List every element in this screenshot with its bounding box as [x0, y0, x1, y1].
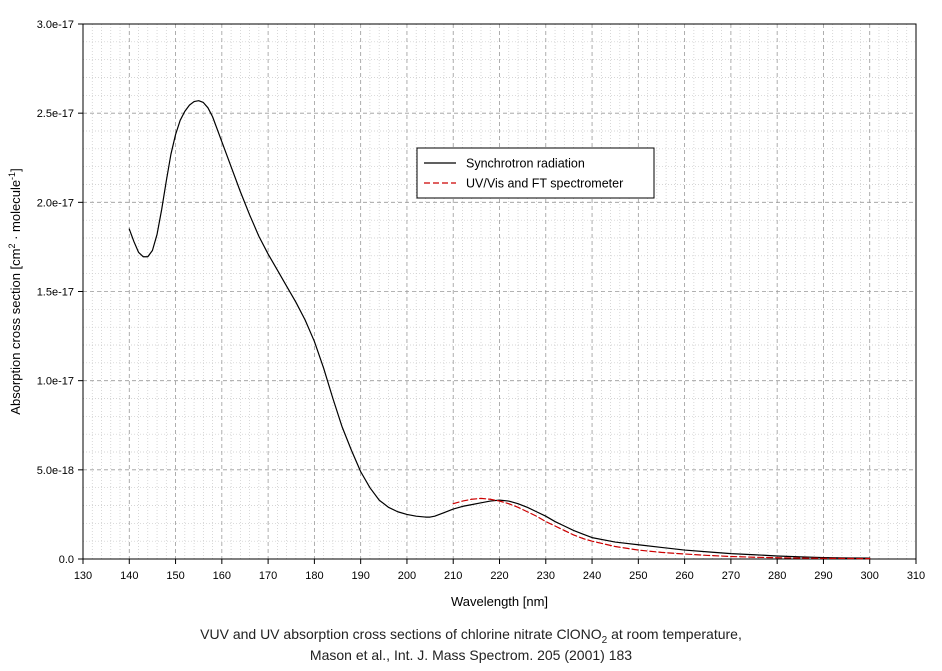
x-tick-label: 230 — [537, 570, 555, 582]
series-layer — [128, 100, 871, 560]
legend-label-synchrotron: Synchrotron radiation — [466, 157, 585, 171]
legend-box — [416, 147, 655, 199]
y-tick-label: 0.0 — [59, 554, 74, 566]
x-tick-label: 170 — [259, 570, 277, 582]
x-tick-label: 290 — [814, 570, 832, 582]
y-tick-label: 5.0e-18 — [37, 465, 74, 477]
x-axis: 130 140 150 160 170 180 190 200 210 220 230 240 250 2… — [74, 559, 925, 582]
legend-label-uvvis: UV/Vis and FT spectrometer — [466, 177, 623, 191]
x-tick-label: 280 — [768, 570, 786, 582]
x-tick-label: 260 — [675, 570, 693, 582]
y-axis-title: Absorption cross section [cm2 · molecule… — [7, 168, 23, 414]
x-tick-label: 130 — [74, 570, 92, 582]
x-tick-label: 160 — [213, 570, 231, 582]
series-line-synchrotron — [128, 100, 871, 559]
x-tick-label: 140 — [120, 570, 138, 582]
x-axis-title: Wavelength [nm] — [451, 594, 548, 609]
x-tick-label: 190 — [351, 570, 369, 582]
x-tick-label: 300 — [861, 570, 879, 582]
major-grid — [83, 24, 916, 559]
legend: Synchrotron radiation UV/Vis and FT spec… — [416, 147, 655, 199]
chart: 130 140 150 160 170 180 190 200 210 220 230 240 250 2… — [7, 19, 925, 609]
x-tick-label: 180 — [305, 570, 323, 582]
y-tick-label: 2.0e-17 — [37, 197, 74, 209]
x-tick-label: 210 — [444, 570, 462, 582]
x-tick-label: 240 — [583, 570, 601, 582]
caption-line-1: VUV and UV absorption cross sections of … — [200, 626, 742, 646]
y-tick-label: 1.0e-17 — [37, 376, 74, 388]
caption-line-2: Mason et al., Int. J. Mass Spectrom. 205… — [309, 647, 633, 663]
x-tick-label: 250 — [629, 570, 647, 582]
x-tick-label: 150 — [166, 570, 184, 582]
y-axis: 0.0 5.0e-18 1.0e-17 1.5e-17 2.0e-17 2.5e-17 3.… — [37, 19, 83, 566]
y-tick-label: 3.0e-17 — [37, 19, 74, 31]
y-tick-label: 1.5e-17 — [37, 287, 74, 299]
x-tick-label: 310 — [907, 570, 925, 582]
x-tick-label: 270 — [722, 570, 740, 582]
x-tick-label: 200 — [398, 570, 416, 582]
series-line-uvvis — [452, 497, 871, 560]
y-tick-label: 2.5e-17 — [37, 108, 74, 120]
x-tick-label: 220 — [490, 570, 508, 582]
